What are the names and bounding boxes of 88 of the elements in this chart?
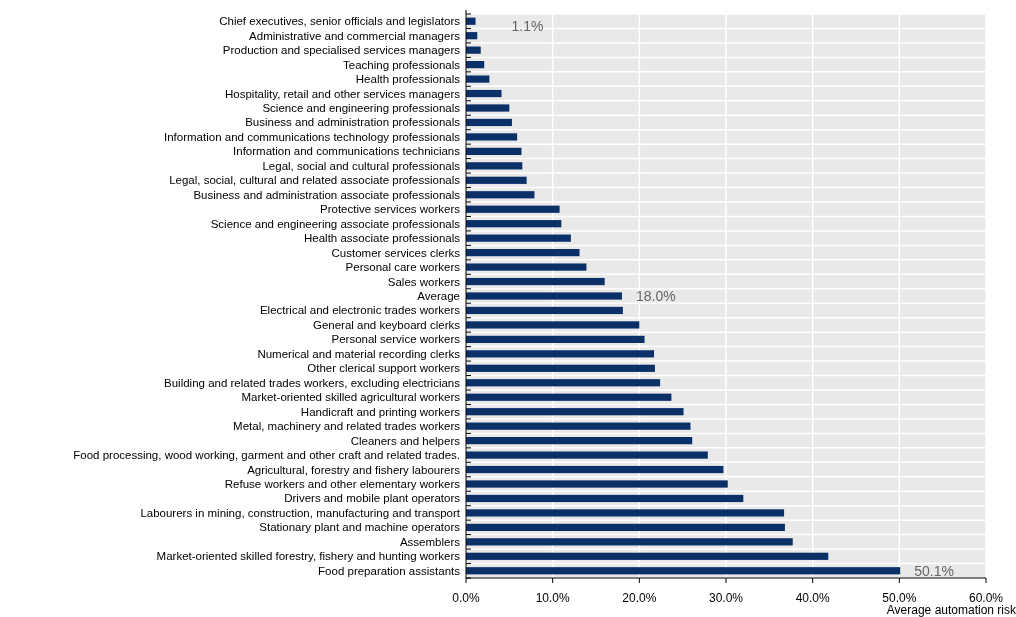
y-tick-label: Protective services workers	[320, 203, 461, 216]
data-label: 18.0%	[636, 287, 676, 304]
bar	[466, 89, 502, 98]
bar	[466, 437, 693, 445]
y-tick-label: Sales workers	[387, 275, 461, 288]
bar	[466, 494, 744, 503]
y-tick-label: Personal service workers	[331, 333, 461, 346]
bar	[466, 61, 485, 69]
bar	[466, 176, 527, 184]
y-tick-label: Numerical and material recording clerks	[257, 347, 461, 360]
bar	[466, 75, 490, 83]
y-tick-label: Chief executives, senior officials and legislators	[219, 15, 461, 28]
y-tick-label: Science and engineering associate professionals	[210, 217, 461, 230]
y-tick-label: Market-oriented skilled forestry, fishery and hunting workers	[156, 550, 461, 563]
y-tick-label: Handicraft and printing workers	[300, 405, 461, 418]
bar	[466, 552, 829, 560]
y-tick-label: Building and related trades workers, excluding electricians	[164, 376, 461, 389]
x-tick-label: 50.0%	[882, 591, 917, 605]
y-tick-label: Teaching professionals	[343, 58, 461, 71]
bar	[466, 205, 560, 213]
bar	[466, 408, 684, 416]
bar	[466, 538, 793, 546]
data-label: 1.1%	[511, 18, 544, 35]
y-tick-label: Average	[417, 290, 460, 303]
bar	[466, 263, 587, 271]
y-tick-label: Production and specialised services managers	[222, 44, 461, 57]
y-tick-label: Electrical and electronic trades workers	[259, 304, 461, 317]
bar	[466, 277, 605, 286]
bar	[466, 147, 522, 155]
bar	[466, 133, 518, 141]
bar	[466, 350, 655, 358]
y-tick-label: Business and administration associate professionals	[193, 188, 461, 201]
bar	[466, 17, 476, 25]
bar	[466, 422, 691, 430]
y-tick-label: Labourers in mining, construction, manufacturing and transport	[140, 506, 461, 519]
y-tick-label: Administrative and commercial managers	[249, 29, 461, 42]
bar	[466, 523, 785, 531]
bar	[466, 220, 562, 228]
bar	[466, 393, 672, 401]
x-tick-label: 0.0%	[452, 591, 480, 605]
bar	[466, 379, 661, 387]
bar	[466, 234, 571, 242]
y-tick-label: Legal, social and cultural professionals	[262, 159, 461, 172]
x-tick-label: 10.0%	[535, 591, 571, 605]
bar	[466, 162, 523, 170]
bar	[466, 335, 645, 343]
bar	[466, 567, 901, 575]
y-tick-label: Information and communications technicians	[233, 145, 461, 158]
y-tick-label: Refuse workers and other elementary workers	[224, 478, 461, 491]
bar	[466, 321, 640, 329]
y-tick-label: Food preparation assistants	[318, 564, 461, 577]
y-tick-label: Hospitality, retail and other services managers	[224, 87, 461, 100]
bar	[466, 292, 622, 300]
y-tick-label: Food processing, wood working, garment and other craft and related trades.	[73, 449, 460, 462]
bar	[466, 118, 512, 127]
y-tick-label: Personal care workers	[345, 261, 461, 274]
bar	[466, 191, 535, 199]
data-label: 50.1%	[914, 562, 954, 579]
bar	[466, 46, 481, 54]
bar	[466, 104, 510, 112]
bar	[466, 509, 785, 517]
bar	[466, 451, 708, 459]
y-tick-label: Business and administration professionals	[245, 116, 461, 129]
bar	[466, 480, 728, 488]
y-tick-label: Metal, machinery and related trades workers	[233, 420, 461, 433]
bar	[466, 306, 623, 315]
x-tick-label: 40.0%	[795, 591, 831, 605]
y-tick-label: Customer services clerks	[331, 246, 461, 259]
bar	[466, 249, 580, 257]
y-tick-label: Drivers and mobile plant operators	[284, 492, 461, 505]
y-tick-label: Health associate professionals	[304, 232, 461, 245]
y-tick-label: Legal, social, cultural and related associate professionals	[169, 174, 461, 187]
x-tick-label: 20.0%	[622, 591, 657, 605]
y-tick-label: Science and engineering professionals	[262, 102, 461, 115]
y-tick-label: Market-oriented skilled agricultural workers	[241, 391, 461, 404]
x-axis-title: Average automation risk	[886, 603, 1016, 617]
bar	[466, 364, 655, 372]
y-tick-label: Information and communications technology professionals	[164, 130, 461, 143]
y-tick-label: Stationary plant and machine operators	[259, 521, 461, 534]
x-tick-label: 30.0%	[708, 591, 744, 605]
y-tick-label: Assemblers	[399, 535, 461, 548]
y-tick-label: Cleaners and helpers	[350, 434, 461, 447]
y-tick-label: Agricultural, forestry and fishery labourers	[247, 463, 461, 476]
bar	[466, 465, 724, 474]
y-tick-label: Health professionals	[355, 73, 461, 86]
x-tick-label: 60.0%	[968, 591, 1004, 605]
y-tick-label: General and keyboard clerks	[312, 318, 461, 331]
y-tick-label: Other clerical support workers	[307, 362, 461, 375]
